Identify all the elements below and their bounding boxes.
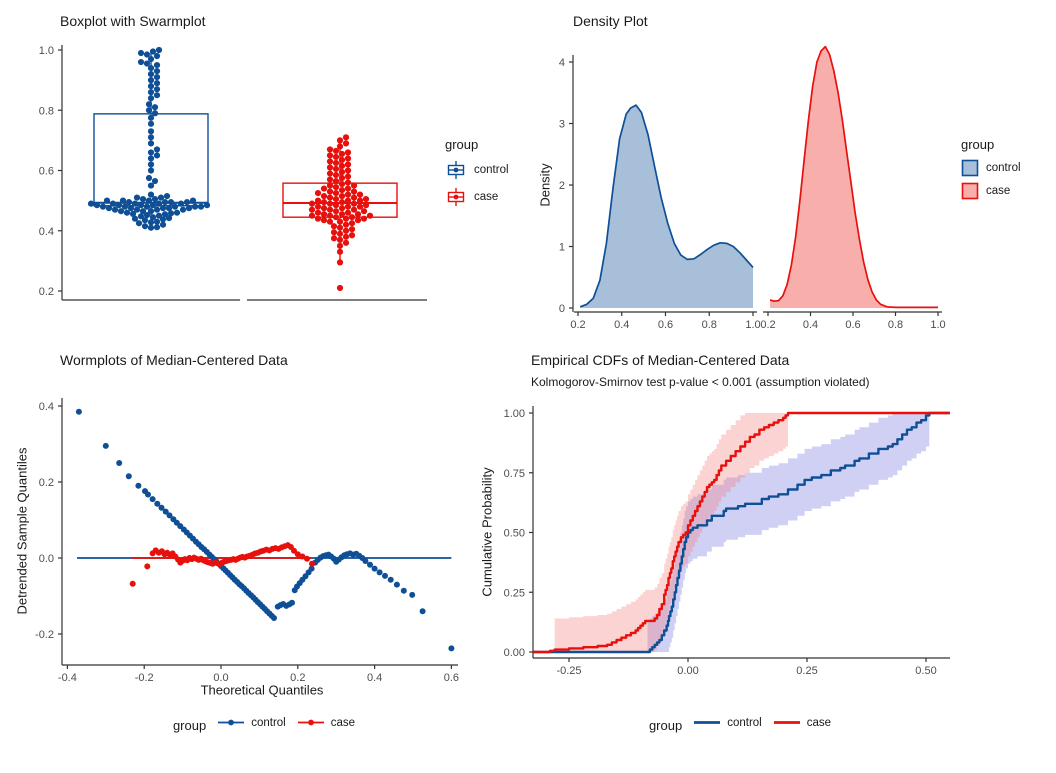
line-key-icon [773, 721, 800, 724]
svg-text:0.50: 0.50 [915, 665, 936, 677]
legend-entry-case: case [961, 182, 1021, 200]
svg-text:-0.2: -0.2 [35, 629, 54, 641]
legend-label: case [330, 716, 356, 729]
svg-text:3: 3 [559, 119, 565, 131]
svg-text:1.0: 1.0 [745, 319, 760, 331]
x-axis-title-wormplot: Theoretical Quantiles [200, 682, 324, 698]
svg-text:0.25: 0.25 [504, 587, 525, 599]
svg-text:1.0: 1.0 [39, 45, 54, 57]
filled-square-key-icon [961, 182, 979, 200]
svg-text:0.50: 0.50 [504, 528, 525, 540]
boxplot-swarm-panel: 0.2 0.4 0.6 0.8 1.0 [39, 45, 427, 301]
point-line-key-icon [297, 719, 324, 726]
svg-text:0.2: 0.2 [290, 672, 305, 684]
legend-ecdf: group control case [528, 716, 952, 734]
legend-label: control [251, 716, 286, 729]
svg-text:-0.4: -0.4 [58, 672, 77, 684]
y-axis-title-wormplot: Detrended Sample Quantiles [14, 447, 30, 615]
svg-text:0.6: 0.6 [39, 166, 54, 178]
svg-text:0.2: 0.2 [39, 286, 54, 298]
svg-text:0.4: 0.4 [39, 401, 54, 413]
y-axis-title-density: Density [537, 163, 553, 207]
svg-text:0.25: 0.25 [796, 665, 817, 677]
svg-text:0.2: 0.2 [760, 319, 775, 331]
svg-text:0.8: 0.8 [888, 319, 903, 331]
filled-square-key-icon [961, 159, 979, 177]
panel-title-density: Density Plot [573, 13, 648, 29]
legend-entry-control: control [218, 716, 286, 729]
legend-title: group [172, 717, 207, 733]
legend-title: group [445, 137, 479, 152]
panel-title-boxplot: Boxplot with Swarmplot [60, 13, 206, 29]
legend-boxplot: group control case [445, 137, 509, 213]
y-axis-title-ecdf: Cumulative Probability [479, 467, 495, 597]
legend-label: case [806, 716, 832, 729]
wormplot-panel: -0.2 0.0 0.2 0.4 -0.4 -0.2 0.0 0.2 0.4 0.6 [35, 398, 459, 684]
svg-text:0.75: 0.75 [504, 468, 525, 480]
panel-title-ecdf: Empirical CDFs of Median-Centered Data [531, 352, 790, 368]
svg-text:0.6: 0.6 [444, 672, 459, 684]
legend-entry-control: control [961, 159, 1021, 177]
legend-entry-case: case [445, 186, 509, 208]
legend-label: case [474, 191, 499, 203]
svg-text:0.6: 0.6 [845, 319, 860, 331]
svg-text:1: 1 [559, 242, 565, 254]
point-line-key-icon [218, 719, 245, 726]
svg-text:-0.2: -0.2 [135, 672, 154, 684]
svg-text:0.00: 0.00 [677, 665, 698, 677]
ecdf-panel: 0.00 0.25 0.50 0.75 1.00 -0.25 0.00 0.25 0.50 [504, 406, 950, 677]
svg-text:0.4: 0.4 [803, 319, 818, 331]
svg-text:1.00: 1.00 [504, 408, 525, 420]
line-key-icon [694, 721, 721, 724]
legend-label: control [474, 164, 509, 176]
svg-text:0.0: 0.0 [39, 553, 54, 565]
legend-label: control [727, 716, 762, 729]
legend-wormplot: group control case [0, 716, 528, 734]
legend-title: group [961, 137, 995, 152]
svg-text:2: 2 [559, 180, 565, 192]
legend-title: group [648, 717, 683, 733]
legend-label: case [986, 185, 1011, 197]
svg-text:0: 0 [559, 303, 565, 315]
panel-subtitle-ecdf: Kolmogorov-Smirnov test p-value < 0.001 … [531, 375, 870, 389]
svg-text:1.0: 1.0 [930, 319, 945, 331]
svg-text:0.4: 0.4 [614, 319, 629, 331]
svg-text:0.2: 0.2 [39, 477, 54, 489]
boxplot-key-icon [447, 188, 465, 206]
svg-text:0.8: 0.8 [39, 105, 54, 117]
legend-entry-control: control [694, 716, 762, 729]
legend-label: control [986, 162, 1021, 174]
svg-text:0.4: 0.4 [39, 226, 54, 238]
svg-text:0.00: 0.00 [504, 647, 525, 659]
legend-entry-control: control [445, 159, 509, 181]
svg-text:0.8: 0.8 [702, 319, 717, 331]
svg-text:0.4: 0.4 [367, 672, 382, 684]
legend-entry-case: case [297, 716, 356, 729]
svg-text:0.6: 0.6 [658, 319, 673, 331]
svg-text:0.0: 0.0 [213, 672, 228, 684]
legend-entry-case: case [773, 716, 832, 729]
panel-title-wormplot: Wormplots of Median-Centered Data [60, 352, 288, 368]
boxplot-key-icon [447, 161, 465, 179]
legend-density: group control case [961, 137, 1021, 205]
svg-text:-0.25: -0.25 [556, 665, 581, 677]
svg-text:4: 4 [559, 57, 565, 69]
svg-text:0.2: 0.2 [570, 319, 585, 331]
